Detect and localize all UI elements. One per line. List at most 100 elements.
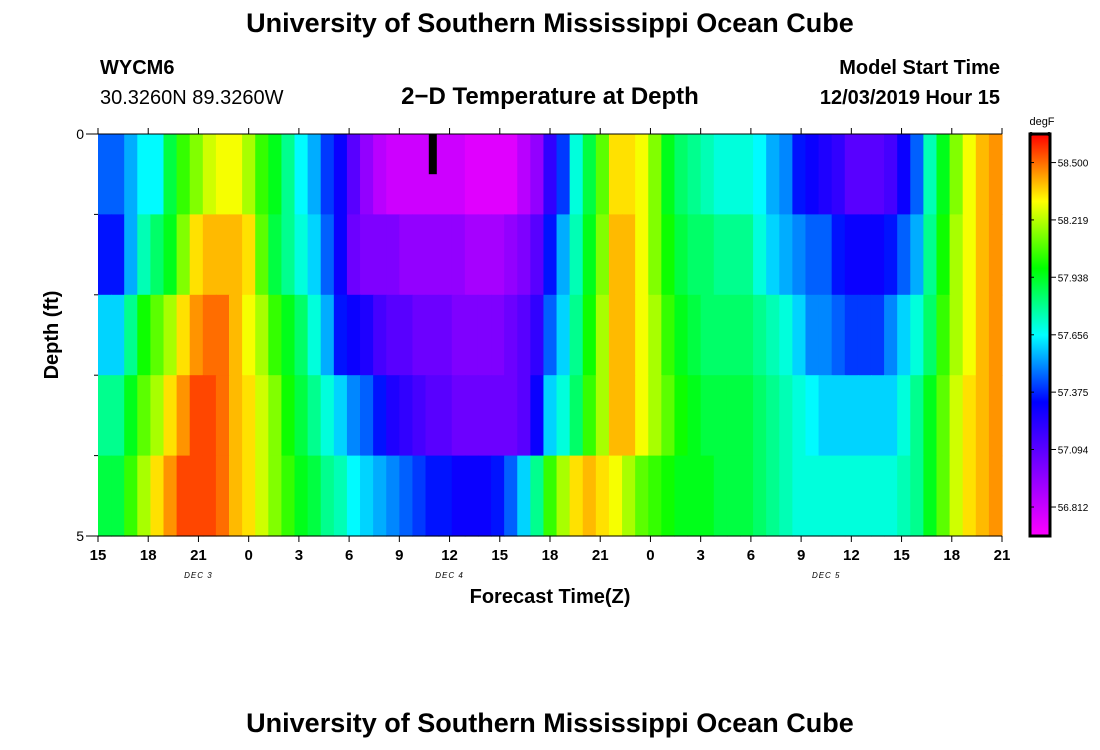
heatmap-cell: [373, 214, 387, 296]
heatmap-cell: [897, 214, 911, 296]
y-axis-label: Depth (ft): [41, 291, 63, 380]
heatmap-cell: [608, 294, 623, 376]
heatmap-cell: [857, 375, 872, 457]
heatmap-cell: [517, 375, 531, 457]
heatmap-cell: [124, 214, 138, 296]
heatmap-cell: [674, 375, 689, 457]
heatmap-cell: [307, 455, 322, 537]
heatmap-cell: [988, 134, 1003, 215]
heatmap-cell: [923, 375, 938, 457]
heatmap-cell: [189, 134, 204, 215]
x-tick-label: 0: [646, 547, 654, 564]
heatmap-cell: [936, 375, 951, 457]
heatmap-cell: [949, 134, 964, 215]
heatmap-cell: [464, 294, 479, 376]
heatmap-cell: [857, 214, 872, 296]
heatmap-cell: [884, 214, 898, 296]
heatmap-cell: [687, 375, 702, 457]
heatmap-cell: [962, 294, 977, 376]
date-label: DEC 3: [184, 571, 213, 580]
heatmap-cell: [163, 455, 178, 537]
heatmap-cell: [831, 214, 846, 296]
heatmap-cell: [726, 214, 741, 296]
heatmap-cell: [910, 214, 924, 296]
heatmap-cell: [818, 214, 833, 296]
heatmap-cell: [150, 294, 165, 376]
heatmap-cell: [98, 375, 112, 457]
heatmap-cell: [320, 134, 335, 215]
heatmap-cell: [988, 455, 1003, 537]
heatmap-cell: [648, 455, 662, 537]
heatmap-cell: [530, 455, 545, 537]
heatmap-cell: [805, 294, 820, 376]
heatmap-cell: [766, 375, 780, 457]
heatmap-cell: [215, 214, 230, 296]
heatmap-cell: [661, 375, 676, 457]
heatmap-cell: [111, 375, 125, 457]
heatmap-cell: [386, 134, 400, 215]
heatmap-cell: [805, 455, 820, 537]
heatmap-cell: [137, 294, 151, 376]
heatmap-cell: [386, 455, 400, 537]
heatmap-cell: [923, 294, 938, 376]
colorbar-tick-label: 58.219: [1058, 216, 1089, 227]
heatmap-cell: [229, 134, 243, 215]
heatmap-cell: [477, 294, 492, 376]
x-tick-label: 18: [542, 547, 559, 564]
colorbar-tick-label: 57.656: [1058, 331, 1089, 342]
heatmap-cell: [648, 134, 662, 215]
heatmap-cell: [818, 134, 833, 215]
heatmap-cell: [176, 294, 191, 376]
heatmap-cell: [910, 134, 924, 215]
heatmap-cell: [412, 134, 427, 215]
heatmap-cell: [425, 294, 440, 376]
heatmap-cell: [491, 455, 505, 537]
x-tick-label: 9: [797, 547, 805, 564]
heatmap-cell: [687, 134, 702, 215]
heatmap-cell: [281, 375, 296, 457]
heatmap-cell: [844, 134, 859, 215]
heatmap-cell: [98, 134, 112, 215]
heatmap-cell: [700, 455, 715, 537]
heatmap-cell: [464, 134, 479, 215]
heatmap-cell: [753, 214, 767, 296]
heatmap-cell: [595, 134, 610, 215]
heatmap-cell: [988, 214, 1003, 296]
heatmap-cell: [399, 134, 414, 215]
heatmap-cell: [491, 294, 505, 376]
x-tick-label: 3: [696, 547, 704, 564]
heatmap-cell: [360, 455, 374, 537]
heatmap-cell: [726, 455, 741, 537]
heatmap-cell: [687, 214, 702, 296]
heatmap-cell: [399, 214, 414, 296]
heatmap-cell: [98, 294, 112, 376]
heatmap-cell: [687, 455, 702, 537]
heatmap-cell: [163, 375, 178, 457]
heatmap-cell: [910, 294, 924, 376]
heatmap-cell: [870, 134, 885, 215]
heatmap-cell: [111, 294, 125, 376]
heatmap-cell: [360, 294, 374, 376]
x-tick-label: 9: [395, 547, 403, 564]
heatmap-cell: [477, 375, 492, 457]
heatmap-cell: [111, 214, 125, 296]
heatmap-cell: [399, 375, 414, 457]
x-tick-label: 3: [295, 547, 303, 564]
heatmap-cell: [386, 375, 400, 457]
heatmap-cell: [202, 375, 217, 457]
heatmap-cell: [897, 455, 911, 537]
heatmap-cell: [739, 294, 754, 376]
colorbar-unit: degF: [1029, 116, 1054, 128]
heatmap-cell: [870, 294, 885, 376]
heatmap-cell: [373, 455, 387, 537]
heatmap-cell: [556, 134, 571, 215]
heatmap-cell: [608, 375, 623, 457]
heatmap-cell: [766, 294, 780, 376]
heatmap-cell: [792, 214, 807, 296]
x-tick-label: 21: [592, 547, 609, 564]
heatmap-cell: [595, 214, 610, 296]
heatmap-cell: [936, 134, 951, 215]
heatmap-cell: [608, 134, 623, 215]
heatmap-cell: [635, 134, 649, 215]
heatmap-cell: [530, 375, 545, 457]
